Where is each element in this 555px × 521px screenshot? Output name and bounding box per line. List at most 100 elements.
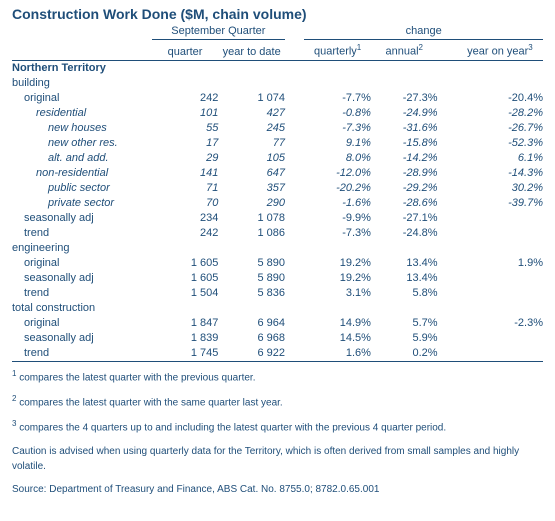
value-cell: 5.7% [371, 316, 438, 331]
value-cell: -20.2% [304, 181, 371, 196]
value-cell: 71 [152, 181, 219, 196]
row-label: residential [12, 106, 152, 121]
value-cell: 5 890 [218, 256, 285, 271]
gap-cell [438, 91, 457, 106]
value-cell: 55 [152, 121, 219, 136]
gap-cell [438, 181, 457, 196]
value-cell: 290 [218, 196, 285, 211]
value-cell: 242 [152, 91, 219, 106]
value-cell: 13.4% [371, 271, 438, 286]
value-cell: 8.0% [304, 151, 371, 166]
footnote-1: 1 compares the latest quarter with the p… [12, 368, 543, 385]
value-cell: 1.9% [457, 256, 543, 271]
gap-cell [285, 106, 304, 121]
gap-cell [438, 151, 457, 166]
value-cell: 101 [152, 106, 219, 121]
value-cell: -20.4% [457, 91, 543, 106]
footnote-3: 3 compares the 4 quarters up to and incl… [12, 418, 543, 435]
value-cell: -26.7% [457, 121, 543, 136]
value-cell: 13.4% [371, 256, 438, 271]
gap-cell [438, 106, 457, 121]
value-cell: 19.2% [304, 256, 371, 271]
value-cell: 5.8% [371, 286, 438, 301]
value-cell: -0.8% [304, 106, 371, 121]
footnotes: 1 compares the latest quarter with the p… [12, 368, 543, 497]
value-cell: 242 [152, 226, 219, 241]
row-label: non-residential [12, 166, 152, 181]
page-title: Construction Work Done ($M, chain volume… [12, 6, 543, 22]
value-cell: 19.2% [304, 271, 371, 286]
gap-cell [438, 346, 457, 362]
value-cell: 6 968 [218, 331, 285, 346]
gap-cell [285, 286, 304, 301]
col-quarter: quarter [152, 40, 219, 61]
gap-cell [285, 226, 304, 241]
table-row: trend1 5045 8363.1%5.8% [12, 286, 543, 301]
row-label: seasonally adj [12, 211, 152, 226]
value-cell: 357 [218, 181, 285, 196]
value-cell: 6 964 [218, 316, 285, 331]
value-cell: -24.9% [371, 106, 438, 121]
value-cell: -12.0% [304, 166, 371, 181]
gap-cell [285, 196, 304, 211]
table-row: public sector71357 -20.2%-29.2% 30.2% [12, 181, 543, 196]
value-cell: 1 605 [152, 271, 219, 286]
section-row: total construction [12, 301, 543, 316]
value-cell: -52.3% [457, 136, 543, 151]
value-cell: 14.5% [304, 331, 371, 346]
value-cell: 5 836 [218, 286, 285, 301]
value-cell: -14.3% [457, 166, 543, 181]
table-row: new other res.17779.1%-15.8%-52.3% [12, 136, 543, 151]
row-label: private sector [12, 196, 152, 211]
gap-cell [438, 316, 457, 331]
col-ytd: year to date [218, 40, 285, 61]
region-row: Northern Territory [12, 60, 543, 76]
value-cell: 1 745 [152, 346, 219, 362]
value-cell [457, 286, 543, 301]
value-cell: 1 078 [218, 211, 285, 226]
section-label: total construction [12, 301, 543, 316]
row-label: original [12, 256, 152, 271]
row-label: trend [12, 226, 152, 241]
section-label: engineering [12, 241, 543, 256]
construction-table: September Quarter change quarter year to… [12, 24, 543, 362]
value-cell: 3.1% [304, 286, 371, 301]
col-yoy: year on year3 [457, 40, 543, 61]
value-cell: -7.3% [304, 226, 371, 241]
row-label: new other res. [12, 136, 152, 151]
row-label: seasonally adj [12, 271, 152, 286]
footnote-2: 2 compares the latest quarter with the s… [12, 393, 543, 410]
gap-cell [438, 166, 457, 181]
value-cell: -29.2% [371, 181, 438, 196]
header-group-row: September Quarter change [12, 24, 543, 40]
value-cell: -28.2% [457, 106, 543, 121]
value-cell: -1.6% [304, 196, 371, 211]
value-cell: 141 [152, 166, 219, 181]
footnote-source: Source: Department of Treasury and Finan… [12, 482, 543, 497]
value-cell: -24.8% [371, 226, 438, 241]
value-cell: 14.9% [304, 316, 371, 331]
gap-cell [285, 151, 304, 166]
header-group-change: change [304, 24, 543, 40]
value-cell: 30.2% [457, 181, 543, 196]
row-label: original [12, 91, 152, 106]
value-cell: 17 [152, 136, 219, 151]
value-cell: -27.1% [371, 211, 438, 226]
value-cell: 29 [152, 151, 219, 166]
value-cell: -14.2% [371, 151, 438, 166]
section-row: engineering [12, 241, 543, 256]
gap-cell [285, 136, 304, 151]
col-quarterly: quarterly1 [304, 40, 371, 61]
gap-cell [438, 196, 457, 211]
row-label: public sector [12, 181, 152, 196]
gap-cell [438, 286, 457, 301]
gap-cell [285, 91, 304, 106]
value-cell [457, 331, 543, 346]
gap-cell [438, 136, 457, 151]
value-cell: 6.1% [457, 151, 543, 166]
value-cell: -7.7% [304, 91, 371, 106]
gap-cell [285, 211, 304, 226]
gap-cell [285, 166, 304, 181]
value-cell: -39.7% [457, 196, 543, 211]
value-cell: -2.3% [457, 316, 543, 331]
